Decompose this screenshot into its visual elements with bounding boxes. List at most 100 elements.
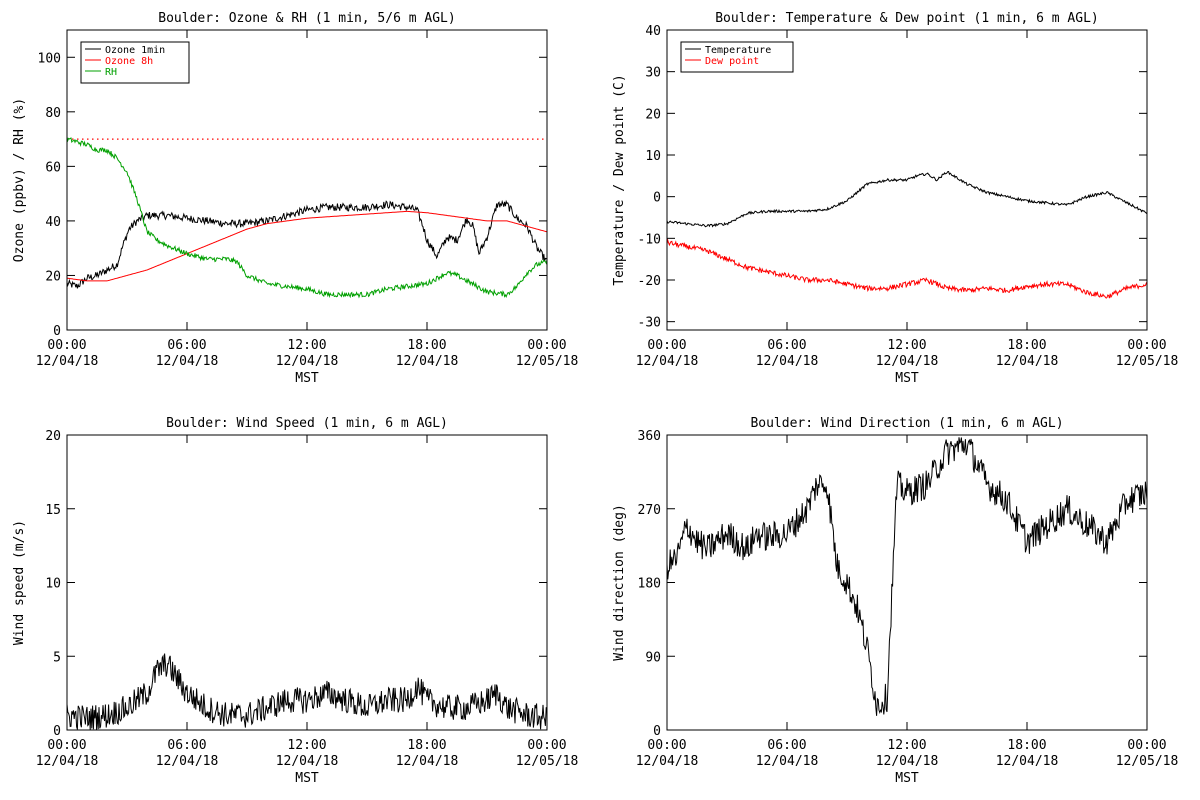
ozone-rh-xtick-time: 12:00 [287,338,326,353]
wind-speed-xtick-time: 00:00 [47,738,86,753]
temp-dew-xtick-time: 06:00 [767,338,806,353]
wind-speed-ytick-label: 0 [53,724,61,739]
ozone-rh-panel: Boulder: Ozone & RH (1 min, 5/6 m AGL) 0 2… [12,11,578,386]
temp-dew-series-dew-point [667,238,1147,299]
temp-dew-ytick-label: -20 [638,274,661,289]
wind-dir-xtick-date: 12/05/18 [1116,754,1179,769]
wind-dir-ytick-label: 180 [638,577,661,592]
ozone-rh-xtick-date: 12/04/18 [276,354,339,369]
temp-dew-ytick-label: 10 [645,149,661,164]
wind-speed-xtick-date: 12/04/18 [396,754,459,769]
wind-dir-xtick-time: 12:00 [887,738,926,753]
wind-dir-ytick-label: 270 [638,503,661,518]
wind-speed-xtick-date: 12/05/18 [516,754,579,769]
ozone-rh-xtick-time: 18:00 [407,338,446,353]
ozone-rh-ytick-label: 20 [45,269,61,284]
wind-dir-series-0 [667,437,1147,716]
temp-dew-xtick-date: 12/04/18 [636,354,699,369]
wind-speed-xtick-date: 12/04/18 [276,754,339,769]
wind-speed-frame [66,434,548,731]
ozone-rh-xtick-time: 06:00 [167,338,206,353]
temp-dew-xlabel: MST [895,371,919,386]
temp-dew-legend-box [680,41,794,73]
wind-dir-plot-area [667,437,1147,716]
temp-dew-xtick-time: 00:00 [647,338,686,353]
ozone-rh-title: Boulder: Ozone & RH (1 min, 5/6 m AGL) [158,11,455,26]
wind-speed-xtick-time: 18:00 [407,738,446,753]
wind-dir-title: Boulder: Wind Direction (1 min, 6 m AGL) [750,416,1063,431]
wind-dir-ytick-label: 360 [638,429,661,444]
ozone-rh-series-ozone-8h [67,210,547,282]
wind-speed-ylabel: Wind speed (m/s) [12,520,27,645]
temp-dew-xtick-time: 00:00 [1127,338,1166,353]
wind-dir-ylabel: Wind direction (deg) [612,504,627,661]
ozone-rh-legend-label: RH [105,67,117,78]
wind-dir-xtick-date: 12/04/18 [996,754,1059,769]
wind-dir-xtick-date: 12/04/18 [636,754,699,769]
ozone-rh-xtick-date: 12/04/18 [396,354,459,369]
wind-dir-xtick-time: 00:00 [1127,738,1166,753]
ozone-rh-xtick-time: 00:00 [527,338,566,353]
wind-speed-xtick-time: 00:00 [527,738,566,753]
wind-dir-panel: Boulder: Wind Direction (1 min, 6 m AGL)… [612,416,1178,786]
wind-dir-ytick-label: 90 [645,650,661,665]
ozone-rh-xtick-date: 12/04/18 [36,354,99,369]
wind-speed-xlabel: MST [295,771,319,786]
ozone-rh-xlabel: MST [295,371,319,386]
ozone-rh-ylabel: Ozone (ppbv) / RH (%) [12,98,27,262]
wind-dir-xtick-time: 00:00 [647,738,686,753]
temp-dew-xtick-date: 12/04/18 [996,354,1059,369]
ozone-rh-ytick-label: 100 [38,51,61,66]
temp-dew-xtick-time: 12:00 [887,338,926,353]
temp-dew-xtick-time: 18:00 [1007,338,1046,353]
wind-speed-xtick-date: 12/04/18 [156,754,219,769]
temp-dew-xtick-date: 12/04/18 [756,354,819,369]
temp-dew-ytick-label: 20 [645,107,661,122]
wind-dir-xtick-time: 18:00 [1007,738,1046,753]
temp-dew-ylabel: Temperature / Dew point (C) [612,74,627,285]
wind-dir-xtick-date: 12/04/18 [876,754,939,769]
temp-dew-ytick-label: 40 [645,24,661,39]
temp-dew-ytick-label: 30 [645,66,661,81]
ozone-rh-xtick-date: 12/04/18 [156,354,219,369]
temp-dew-xtick-date: 12/05/18 [1116,354,1179,369]
wind-speed-ytick-label: 5 [53,650,61,665]
temp-dew-plot-area [667,170,1147,299]
wind-speed-plot-area [67,653,547,730]
wind-dir-xtick-time: 06:00 [767,738,806,753]
ozone-rh-plot-area [67,136,547,299]
temp-dew-title: Boulder: Temperature & Dew point (1 min,… [715,11,1099,26]
temp-dew-legend-label: Dew point [705,56,759,67]
temp-dew-ytick-label: -30 [638,316,661,331]
ozone-rh-legend-label: Ozone 8h [105,56,153,67]
ozone-rh-series-ozone-1min [67,199,547,289]
wind-speed-xtick-time: 12:00 [287,738,326,753]
wind-dir-ytick-label: 0 [653,724,661,739]
wind-speed-series-0 [67,653,547,730]
temp-dew-series-temperature [667,170,1147,228]
wind-dir-xtick-date: 12/04/18 [756,754,819,769]
wind-speed-panel: Boulder: Wind Speed (1 min, 6 m AGL) 0 5 10… [12,416,578,786]
temp-dew-ytick-label: 0 [653,191,661,206]
wind-speed-ytick-label: 20 [45,429,61,444]
wind-speed-title: Boulder: Wind Speed (1 min, 6 m AGL) [166,416,448,431]
wind-speed-ytick-label: 10 [45,577,61,592]
ozone-rh-ytick-label: 0 [53,324,61,339]
temp-dew-legend-label: Temperature [705,45,771,56]
temp-dew-panel: Boulder: Temperature & Dew point (1 min,… [612,11,1178,386]
ozone-rh-xtick-time: 00:00 [47,338,86,353]
wind-speed-ytick-label: 15 [45,503,61,518]
wind-speed-xtick-time: 06:00 [167,738,206,753]
wind-dir-xlabel: MST [895,771,919,786]
temp-dew-ytick-label: -10 [638,232,661,247]
ozone-rh-ytick-label: 60 [45,160,61,175]
wind-speed-xtick-date: 12/04/18 [36,754,99,769]
ozone-rh-ytick-label: 40 [45,215,61,230]
ozone-rh-ytick-label: 80 [45,106,61,121]
ozone-rh-legend-label: Ozone 1min [105,45,165,56]
ozone-rh-xtick-date: 12/05/18 [516,354,579,369]
temp-dew-xtick-date: 12/04/18 [876,354,939,369]
